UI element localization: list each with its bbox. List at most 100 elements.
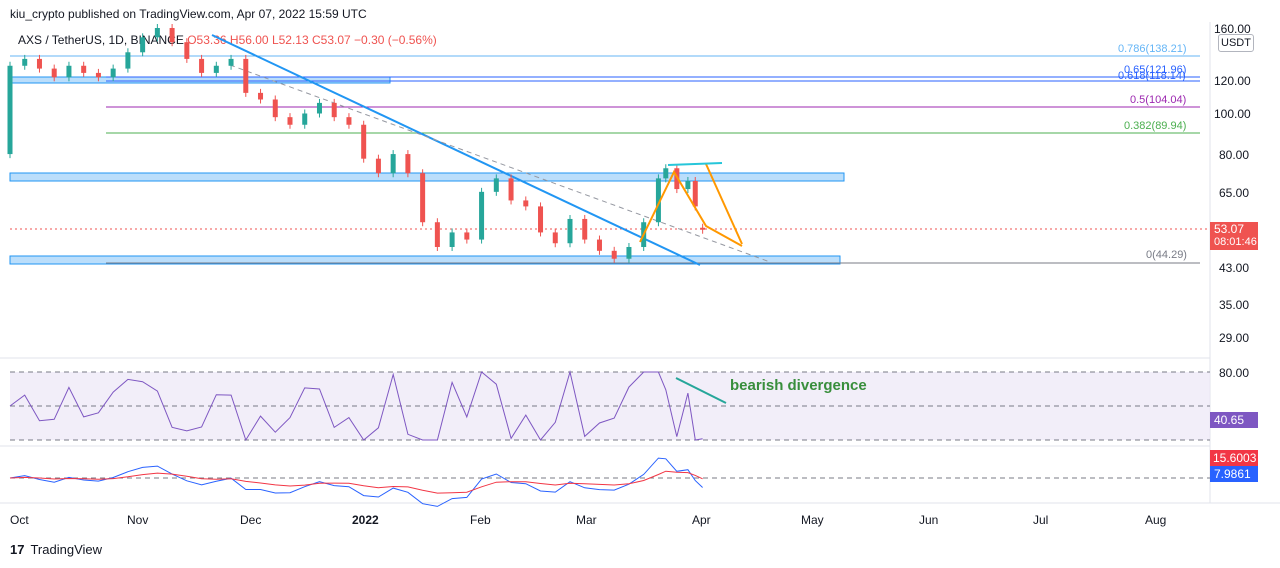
candle[interactable]	[692, 180, 698, 207]
candle[interactable]	[66, 65, 72, 78]
candle[interactable]	[538, 206, 544, 233]
resistance-zone-upper[interactable]	[9, 76, 391, 84]
time-tick: Apr	[692, 513, 711, 527]
time-tick: Aug	[1145, 513, 1167, 527]
candle[interactable]	[375, 158, 381, 174]
candle[interactable]	[7, 65, 13, 155]
time-tick: May	[801, 513, 824, 527]
candle[interactable]	[700, 227, 706, 230]
fib-label-065: 0.65(121.96)	[1124, 64, 1187, 76]
candle[interactable]	[346, 117, 352, 125]
candle[interactable]	[228, 58, 234, 66]
candle[interactable]	[663, 168, 669, 179]
candle[interactable]	[213, 65, 219, 73]
candle[interactable]	[567, 218, 573, 244]
candle[interactable]	[154, 28, 160, 38]
price-tick: 160.00	[1214, 22, 1251, 36]
candle[interactable]	[140, 37, 146, 53]
resistance-zone-mid[interactable]	[9, 172, 845, 182]
candle[interactable]	[199, 58, 205, 73]
candle[interactable]	[331, 102, 337, 118]
wedge-inner[interactable]	[639, 169, 743, 247]
candle[interactable]	[611, 250, 617, 259]
last-price-badge: 53.07 08:01:46	[1210, 222, 1258, 250]
candle[interactable]	[464, 232, 470, 240]
price-tick: 43.00	[1219, 261, 1250, 275]
candle[interactable]	[552, 232, 558, 244]
candle[interactable]	[81, 65, 87, 73]
candle[interactable]	[36, 58, 42, 69]
candle[interactable]	[125, 52, 131, 69]
rsi-line	[9, 370, 703, 442]
candle[interactable]	[405, 154, 411, 174]
fib-label-05: 0.5(104.04)	[1130, 94, 1187, 106]
price-tick: 120.00	[1214, 74, 1251, 88]
candle[interactable]	[493, 178, 499, 192]
candle[interactable]	[626, 246, 632, 259]
time-tick: Nov	[127, 513, 149, 527]
price-tick: 29.00	[1219, 331, 1250, 345]
candle[interactable]	[449, 232, 455, 247]
dashed-trendline[interactable]	[229, 64, 771, 263]
legend-low: L52.13	[271, 33, 309, 47]
candle[interactable]	[287, 117, 293, 125]
time-tick: Dec	[240, 513, 262, 527]
divergence-line[interactable]	[675, 377, 727, 404]
time-tick: Oct	[10, 513, 29, 527]
candle[interactable]	[302, 113, 308, 125]
tradingview-logo-icon: 17	[10, 542, 25, 557]
fib-label-0382: 0.382(89.94)	[1124, 120, 1187, 132]
last-price-value: 53.07	[1214, 222, 1245, 236]
double-top-line[interactable]	[667, 162, 723, 166]
candle[interactable]	[51, 68, 57, 78]
price-tick: 65.00	[1219, 186, 1250, 200]
candle[interactable]	[523, 200, 529, 207]
candle[interactable]	[434, 222, 440, 247]
price-tick: 35.00	[1219, 298, 1250, 312]
descending-trendline[interactable]	[211, 34, 701, 266]
macd-badge: 7.9861	[1210, 466, 1258, 482]
candle[interactable]	[390, 154, 396, 174]
candle[interactable]	[508, 178, 514, 201]
time-tick: Jun	[919, 513, 939, 527]
fib-label-0618: 0.618(118.14)	[1118, 70, 1186, 82]
candle[interactable]	[479, 191, 485, 240]
candle[interactable]	[169, 28, 175, 43]
time-tick: Jul	[1033, 513, 1049, 527]
candle[interactable]	[184, 42, 190, 59]
footer-label: TradingView	[30, 542, 103, 557]
candle[interactable]	[361, 124, 367, 159]
legend-high: H56.00	[229, 33, 269, 47]
fib-label-0: 0(44.29)	[1146, 249, 1187, 261]
macd-line	[9, 457, 703, 507]
candle[interactable]	[110, 68, 116, 78]
wedge-upper[interactable]	[705, 163, 743, 245]
fib-label-0786: 0.786(138.21)	[1118, 43, 1187, 55]
candle[interactable]	[655, 178, 661, 223]
candle[interactable]	[258, 92, 264, 100]
last-price-countdown: 08:01:46	[1214, 236, 1257, 248]
candle[interactable]	[420, 173, 426, 223]
candle[interactable]	[243, 58, 249, 93]
candle[interactable]	[596, 239, 602, 251]
candle[interactable]	[316, 102, 322, 114]
candle[interactable]	[95, 72, 101, 78]
candle[interactable]	[582, 218, 588, 240]
time-tick: Feb	[470, 513, 491, 527]
time-tick: 2022	[352, 513, 379, 527]
candle[interactable]	[22, 58, 28, 66]
publisher-header: kiu_crypto published on TradingView.com,…	[10, 7, 367, 21]
legend-close: C53.07	[312, 33, 351, 47]
legend-change: −0.30 (−0.56%)	[354, 33, 437, 47]
support-zone[interactable]	[9, 255, 841, 265]
macd-signal-line	[9, 470, 703, 494]
rsi-tick: 80.00	[1219, 366, 1250, 380]
price-tick: 100.00	[1214, 107, 1251, 121]
tradingview-footer[interactable]: 17 TradingView	[10, 542, 102, 557]
candle[interactable]	[685, 180, 691, 190]
candle[interactable]	[272, 99, 278, 118]
currency-button[interactable]: USDT	[1218, 34, 1254, 52]
price-tick: 80.00	[1219, 148, 1250, 162]
candles-group	[7, 24, 706, 263]
